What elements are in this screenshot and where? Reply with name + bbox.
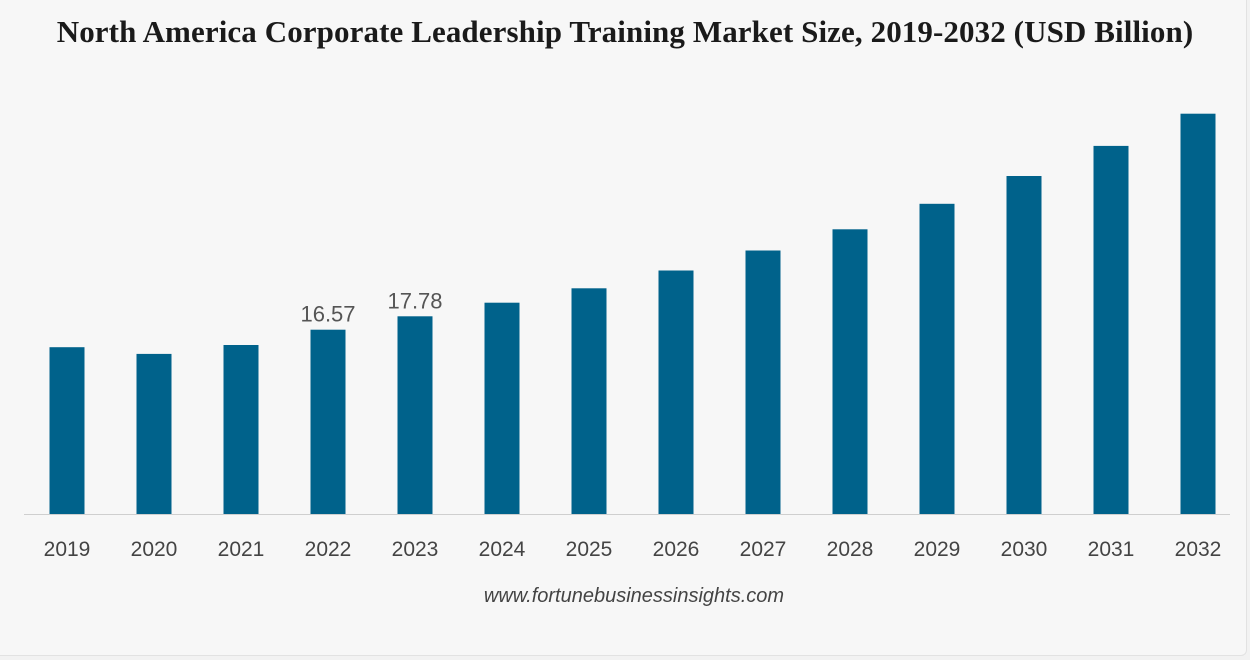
x-tick-label: 2023: [392, 538, 439, 561]
x-tick-label: 2027: [740, 538, 787, 561]
bar-2023: [397, 316, 433, 514]
x-tick-label: 2025: [566, 538, 613, 561]
bar-2026: [658, 270, 694, 514]
data-label-2023: 17.78: [387, 288, 442, 313]
x-tick-label: 2020: [131, 538, 178, 561]
x-tick-label: 2022: [305, 538, 352, 561]
bar-2024: [484, 302, 520, 514]
bar-2030: [1006, 176, 1042, 514]
bar-2020: [136, 353, 172, 514]
x-tick-label: 2026: [653, 538, 700, 561]
chart-title: North America Corporate Leadership Train…: [56, 14, 1194, 49]
bar-2027: [745, 250, 781, 514]
bar-2022: [310, 329, 346, 514]
x-tick-label: 2024: [479, 538, 526, 561]
bar-2021: [223, 345, 259, 514]
x-tick-label: 2031: [1088, 538, 1135, 561]
x-tick-label: 2021: [218, 538, 265, 561]
bar-2019: [49, 347, 85, 514]
x-tick-label: 2029: [914, 538, 961, 561]
x-tick-label: 2032: [1175, 538, 1222, 561]
bar-2032: [1180, 113, 1216, 514]
x-tick-label: 2028: [827, 538, 874, 561]
x-tick-label: 2019: [44, 538, 91, 561]
bar-2031: [1093, 145, 1129, 514]
bar-2029: [919, 203, 955, 515]
bar-2028: [832, 229, 868, 515]
bar-2025: [571, 288, 607, 514]
x-tick-label: 2030: [1001, 538, 1048, 561]
source-attribution: www.fortunebusinessinsights.com: [483, 585, 785, 607]
data-label-2022: 16.57: [300, 302, 355, 327]
